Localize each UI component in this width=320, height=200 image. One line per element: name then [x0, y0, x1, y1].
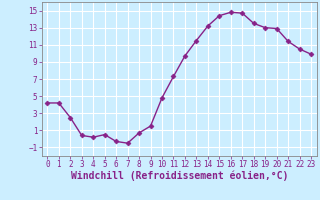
X-axis label: Windchill (Refroidissement éolien,°C): Windchill (Refroidissement éolien,°C) [70, 171, 288, 181]
